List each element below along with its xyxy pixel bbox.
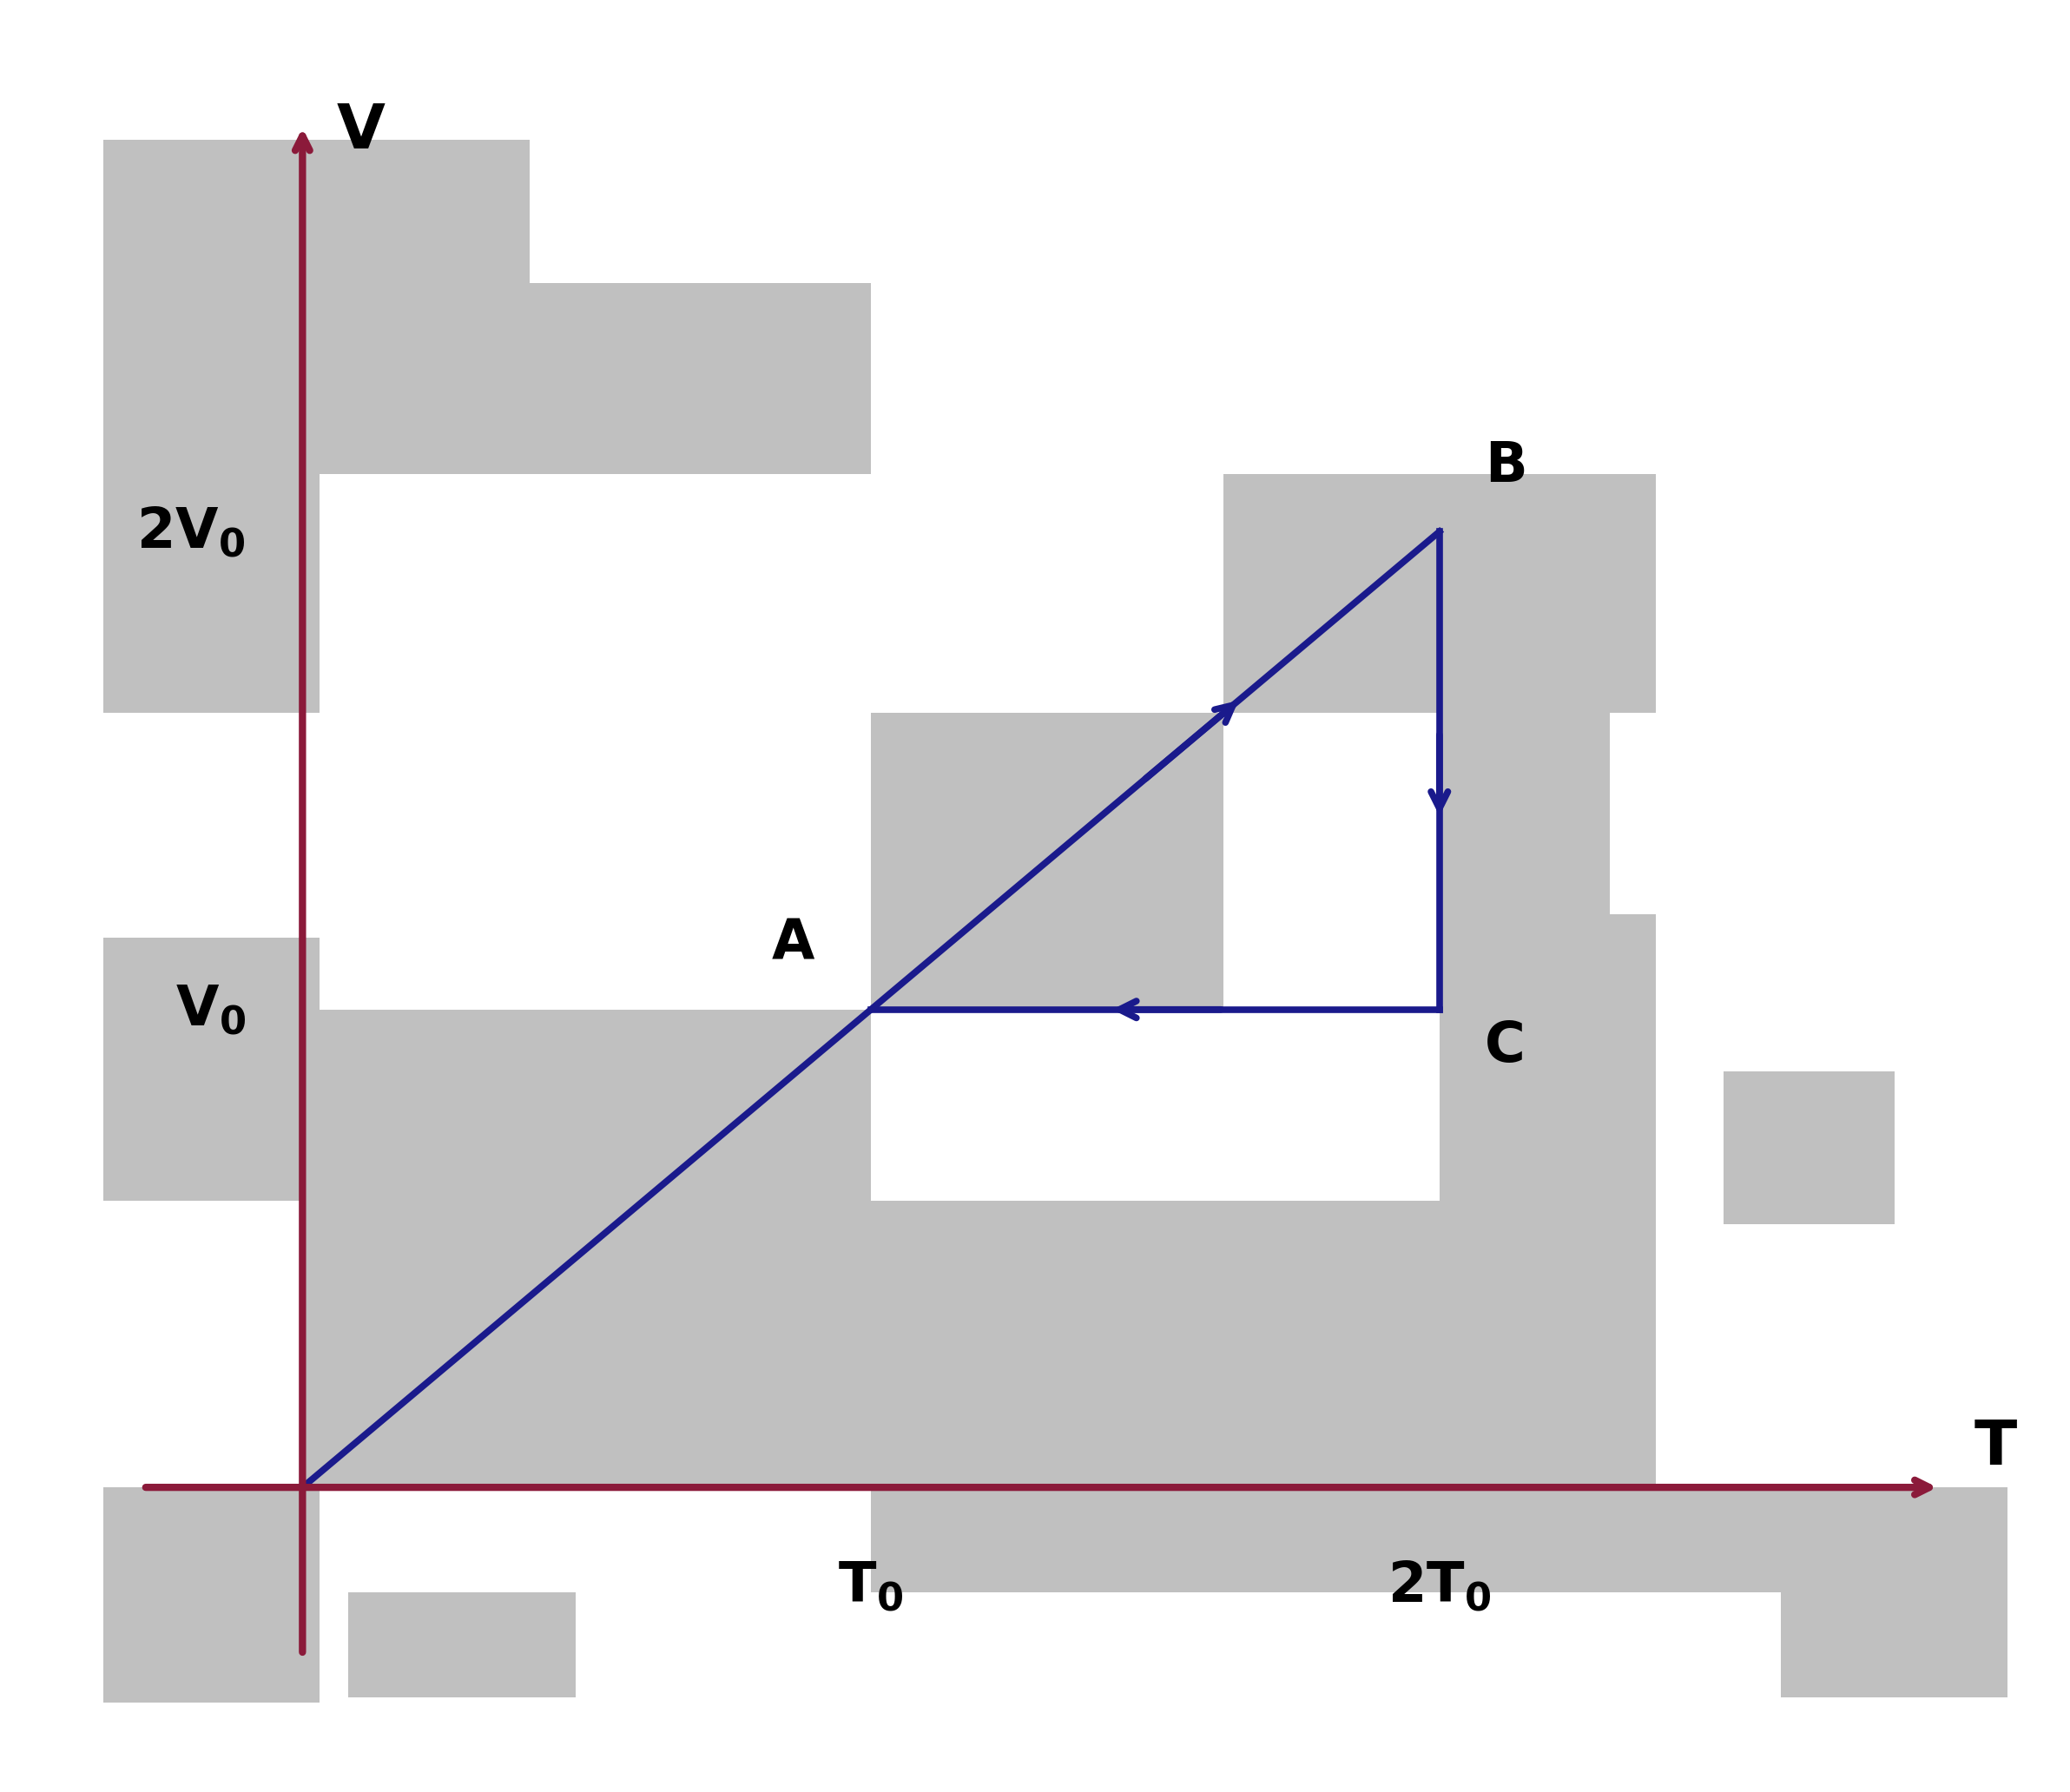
Text: $\mathbf{2T_0}$: $\mathbf{2T_0}$ bbox=[1387, 1559, 1490, 1613]
Bar bbox=[302, 1009, 871, 1487]
Text: A: A bbox=[772, 918, 814, 971]
Bar bbox=[104, 140, 530, 475]
Bar bbox=[871, 1487, 1439, 1593]
Bar bbox=[348, 1593, 575, 1697]
Bar bbox=[1439, 713, 1610, 914]
Text: $\mathbf{2V_0}$: $\mathbf{2V_0}$ bbox=[137, 504, 246, 559]
Bar bbox=[518, 283, 871, 475]
Bar bbox=[871, 1201, 1439, 1487]
Bar bbox=[1780, 1487, 2008, 1697]
Text: T: T bbox=[1975, 1417, 2016, 1478]
Bar bbox=[104, 1487, 319, 1702]
Text: B: B bbox=[1484, 439, 1528, 493]
Bar bbox=[104, 937, 319, 1201]
Text: $\mathbf{T_0}$: $\mathbf{T_0}$ bbox=[838, 1559, 905, 1613]
Text: V: V bbox=[337, 102, 385, 161]
Bar bbox=[1223, 475, 1656, 713]
Text: C: C bbox=[1484, 1020, 1526, 1073]
Bar bbox=[1439, 1487, 1780, 1593]
Bar bbox=[871, 713, 1223, 1009]
Bar bbox=[1439, 914, 1656, 1487]
Bar bbox=[120, 1593, 269, 1697]
Text: $\mathbf{V_0}$: $\mathbf{V_0}$ bbox=[176, 982, 246, 1036]
Bar bbox=[1724, 1072, 1894, 1224]
Bar bbox=[104, 475, 319, 713]
